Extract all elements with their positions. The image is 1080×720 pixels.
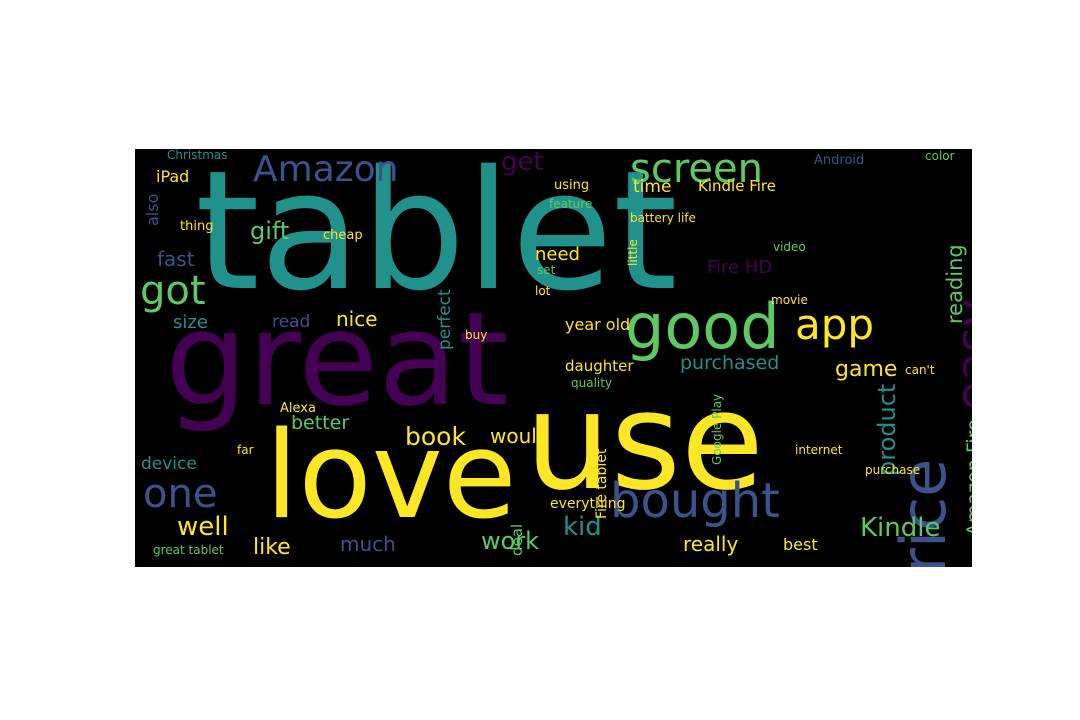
- cloud-word: quality: [571, 376, 613, 390]
- cloud-word: Amazon Fire: [963, 418, 972, 536]
- cloud-word: kid: [563, 512, 602, 542]
- cloud-word: reading: [943, 243, 967, 324]
- word-cloud: tablet great use love price good bought easy scr…: [135, 149, 972, 567]
- cloud-word: feature: [549, 197, 593, 211]
- cloud-word: would: [490, 424, 550, 448]
- cloud-word: got: [140, 268, 206, 314]
- cloud-word: purchase: [865, 463, 921, 477]
- cloud-word: bought: [610, 473, 780, 529]
- cloud-word: year old: [565, 315, 631, 334]
- cloud-word: Kindle: [860, 513, 941, 543]
- cloud-word: fast: [157, 247, 195, 271]
- cloud-word: perfect: [435, 288, 455, 350]
- cloud-word: buy: [465, 328, 488, 342]
- cloud-word: nice: [336, 307, 378, 331]
- cloud-word: Android: [814, 153, 865, 168]
- cloud-word: good: [625, 290, 780, 363]
- cloud-word: game: [835, 357, 898, 382]
- cloud-word: device: [141, 454, 197, 474]
- cloud-word: Amazon: [253, 149, 399, 190]
- cloud-word: daughter: [565, 357, 634, 375]
- cloud-word: size: [173, 312, 208, 333]
- cloud-word: use: [525, 363, 764, 520]
- cloud-word: color: [925, 149, 955, 163]
- cloud-word: Fire HD: [707, 257, 773, 278]
- cloud-word: can't: [905, 363, 935, 377]
- cloud-word: app: [795, 300, 875, 349]
- cloud-word: cheap: [323, 228, 363, 243]
- cloud-word: Alexa: [280, 401, 316, 416]
- cloud-word: iPad: [156, 167, 190, 186]
- cloud-word: work: [481, 527, 540, 555]
- cloud-word: like: [253, 535, 291, 560]
- cloud-word: great tablet: [153, 543, 224, 557]
- cloud-word: movie: [771, 293, 808, 307]
- cloud-word: read: [272, 312, 311, 332]
- cloud-word: well: [177, 512, 229, 542]
- cloud-word: tablet: [195, 149, 678, 327]
- cloud-word: lot: [535, 284, 551, 298]
- cloud-word: love: [265, 407, 517, 546]
- cloud-word: Kindle Fire: [698, 177, 776, 195]
- cloud-word: one: [143, 471, 218, 517]
- cloud-word: screen: [630, 149, 763, 192]
- cloud-word: book: [405, 422, 466, 451]
- cloud-word: really: [683, 532, 739, 556]
- cloud-word: deal: [508, 524, 526, 557]
- cloud-word: Christmas: [167, 149, 228, 162]
- cloud-word: far: [237, 443, 254, 457]
- cloud-word: also: [143, 194, 162, 227]
- cloud-word: time: [633, 177, 672, 197]
- cloud-word: using: [554, 178, 590, 193]
- cloud-word: Fire tablet: [594, 448, 610, 520]
- cloud-word: little: [626, 238, 640, 266]
- cloud-word: video: [773, 240, 806, 254]
- cloud-word: much: [340, 532, 396, 556]
- cloud-word: gift: [250, 217, 290, 245]
- cloud-word: purchased: [680, 352, 780, 374]
- cloud-word: need: [535, 244, 580, 265]
- cloud-word: internet: [795, 443, 843, 457]
- cloud-word: best: [783, 535, 818, 554]
- cloud-word: thing: [180, 219, 214, 234]
- cloud-word: get: [501, 149, 544, 177]
- cloud-word: set: [537, 263, 556, 277]
- cloud-word: Google Play: [710, 394, 724, 466]
- cloud-word: battery life: [630, 211, 696, 225]
- cloud-word: great: [165, 283, 509, 435]
- cloud-word: everything: [550, 496, 626, 512]
- cloud-word: better: [291, 412, 350, 434]
